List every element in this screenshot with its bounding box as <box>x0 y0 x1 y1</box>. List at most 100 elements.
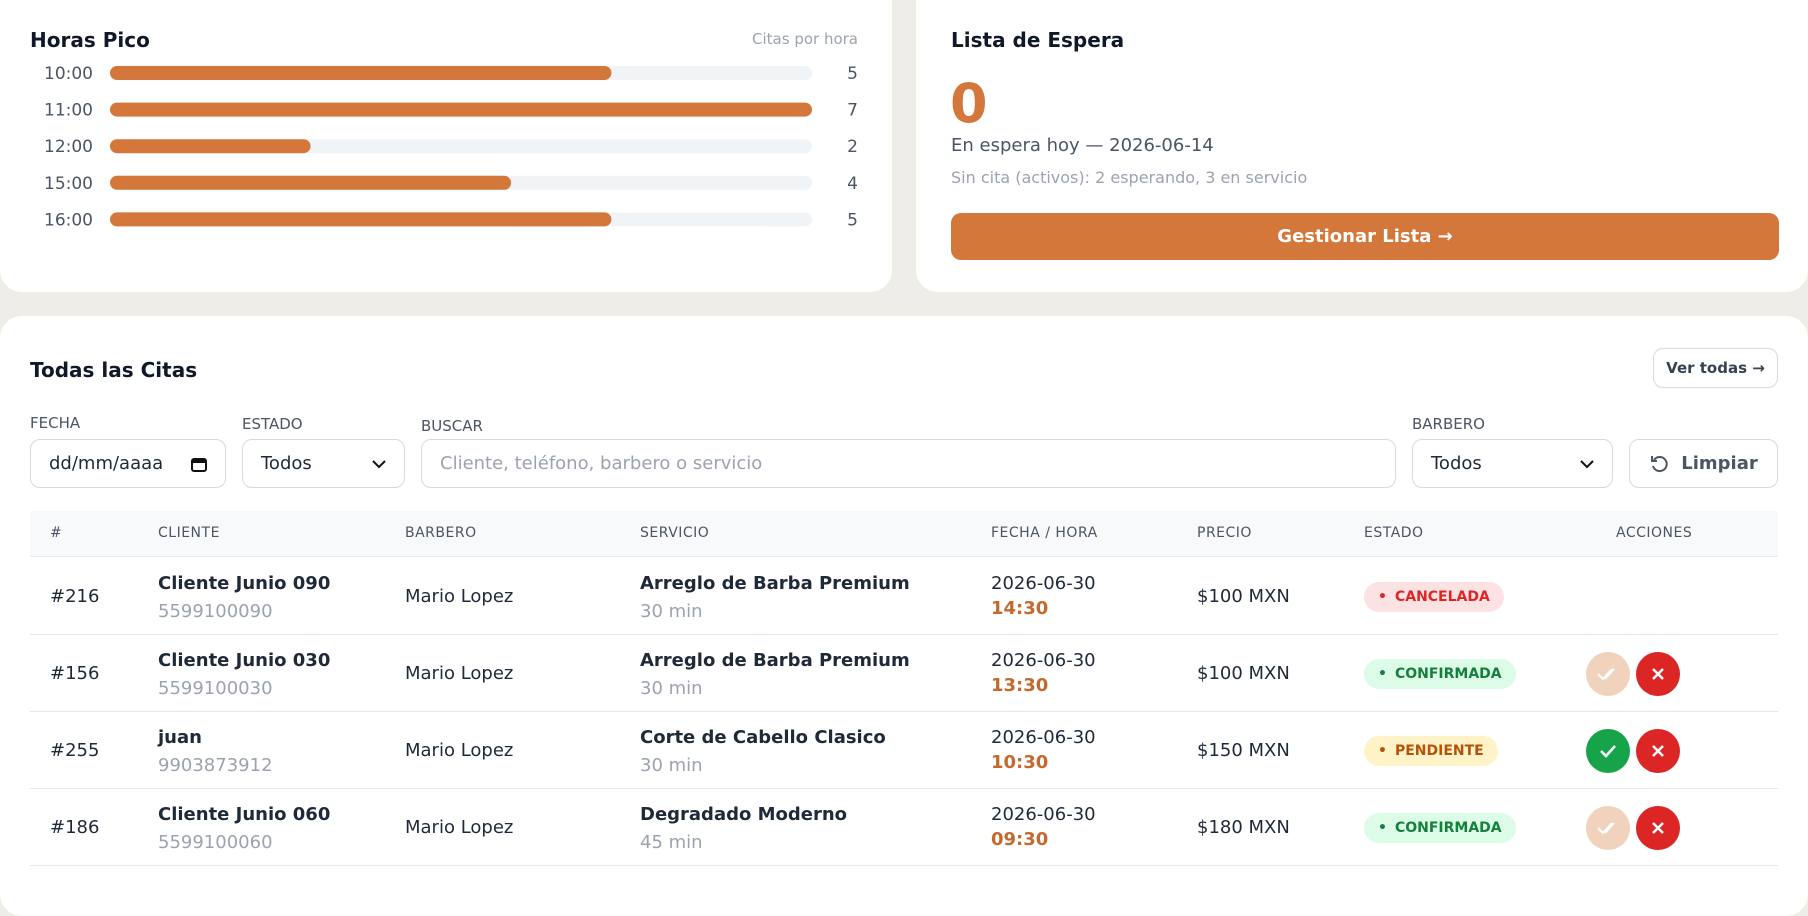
table-header <box>30 511 1778 557</box>
bar <box>110 212 612 227</box>
client-phone: 5599100060 <box>158 832 273 853</box>
table-row: #156 Cliente Junio 030 5599100030 Mario … <box>30 635 1778 712</box>
column-header: PRECIO <box>1197 525 1252 541</box>
table-row: #216 Cliente Junio 090 5599100090 Mario … <box>30 558 1778 635</box>
duration: 45 min <box>640 832 703 853</box>
check-icon <box>1597 668 1615 681</box>
column-header: BARBERO <box>405 525 477 541</box>
hour-label: 11:00 <box>44 101 93 121</box>
cancel-button[interactable] <box>1636 729 1680 773</box>
service: Arreglo de Barba Premium <box>640 650 910 671</box>
bar <box>110 175 512 190</box>
status-badge: • CONFIRMADA <box>1364 813 1516 843</box>
x-icon <box>1652 668 1664 680</box>
service: Arreglo de Barba Premium <box>640 573 910 594</box>
status-badge: • CANCELADA <box>1364 582 1504 612</box>
confirm-button[interactable] <box>1586 729 1630 773</box>
column-header: # <box>50 525 63 541</box>
barber-select[interactable]: Todos <box>1412 439 1613 488</box>
clear-label: Limpiar <box>1681 453 1758 474</box>
time: 09:30 <box>991 829 1049 850</box>
service: Degradado Moderno <box>640 804 848 825</box>
section-title: Todas las Citas <box>30 358 198 382</box>
column-header: ACCIONES <box>1616 525 1693 541</box>
filter-label: BARBERO <box>1412 415 1485 433</box>
column-header: ESTADO <box>1364 525 1424 541</box>
service: Corte de Cabello Clasico <box>640 727 886 748</box>
price: $100 MXN <box>1197 663 1290 684</box>
row-id: #216 <box>50 586 100 607</box>
duration: 30 min <box>640 678 703 699</box>
check-icon <box>1600 745 1616 758</box>
row-id: #255 <box>50 740 100 761</box>
count-label: 5 <box>847 64 858 84</box>
bar <box>110 102 812 117</box>
count-label: 2 <box>847 137 858 157</box>
duration: 30 min <box>640 755 703 776</box>
clear-button[interactable]: Limpiar <box>1629 439 1778 488</box>
view-all-button[interactable]: Ver todas → <box>1653 348 1778 388</box>
client-phone: 5599100090 <box>158 601 273 622</box>
filter-label: ESTADO <box>242 415 303 433</box>
chevron <box>1580 459 1594 468</box>
table-row: #186 Cliente Junio 060 5599100060 Mario … <box>30 789 1778 866</box>
card-subtitle: Citas por hora <box>752 30 858 48</box>
status-text: PENDIENTE <box>1394 743 1484 759</box>
barber: Mario Lopez <box>405 663 514 684</box>
time: 14:30 <box>991 598 1049 619</box>
date: 2026-06-30 <box>991 804 1096 825</box>
hour-label: 15:00 <box>44 174 93 194</box>
date-placeholder: dd/mm/aaaa <box>49 453 164 474</box>
barber: Mario Lopez <box>405 817 514 838</box>
status-text: CONFIRMADA <box>1394 820 1502 836</box>
date: 2026-06-30 <box>991 727 1096 748</box>
status-value: Todos <box>261 453 312 474</box>
hour-label: 10:00 <box>44 64 93 84</box>
complete-button[interactable] <box>1586 652 1630 696</box>
client-name: Cliente Junio 060 <box>158 804 331 825</box>
date: 2026-06-30 <box>991 650 1096 671</box>
barber-value: Todos <box>1431 453 1482 474</box>
filter-label: BUSCAR <box>421 417 483 435</box>
cancel-button[interactable] <box>1636 652 1680 696</box>
search-placeholder: Cliente, teléfono, barbero o servicio <box>440 453 763 474</box>
status-badge: • PENDIENTE <box>1364 736 1498 766</box>
table-row: #255 juan 9903873912 Mario Lopez Corte d… <box>30 712 1778 789</box>
waitlist-today: En espera hoy — 2026-06-14 <box>951 135 1214 156</box>
x-icon <box>1652 745 1664 757</box>
count-label: 4 <box>847 174 858 194</box>
client-name: Cliente Junio 030 <box>158 650 331 671</box>
time: 13:30 <box>991 675 1049 696</box>
chevron <box>372 459 386 468</box>
client-phone: 5599100030 <box>158 678 273 699</box>
waitlist-count: 0 <box>950 72 988 135</box>
price: $100 MXN <box>1197 586 1290 607</box>
status-dot: • <box>1378 820 1387 836</box>
peak-hours-card: Horas Pico Citas por hora 10:00 5 11:00 7 12… <box>0 0 892 292</box>
price: $180 MXN <box>1197 817 1290 838</box>
peak-chart: 10:00 5 11:00 7 12:00 2 15:00 4 16:00 5 <box>44 64 858 230</box>
cancel-button[interactable] <box>1636 806 1680 850</box>
row-id: #186 <box>50 817 100 838</box>
status-select[interactable]: Todos <box>242 439 405 488</box>
check-icon <box>1597 822 1615 835</box>
client-name: Cliente Junio 090 <box>158 573 331 594</box>
waitlist-active: Sin cita (activos): 2 esperando, 3 en se… <box>951 168 1308 187</box>
hour-label: 16:00 <box>44 210 93 230</box>
manage-button[interactable]: Gestionar Lista → <box>951 213 1779 260</box>
client-phone: 9903873912 <box>158 755 273 776</box>
status-text: CANCELADA <box>1394 589 1490 605</box>
status-text: CONFIRMADA <box>1394 666 1502 682</box>
complete-button[interactable] <box>1586 806 1630 850</box>
column-header: FECHA / HORA <box>991 525 1098 541</box>
bar <box>110 66 612 80</box>
search-input[interactable]: Cliente, teléfono, barbero o servicio <box>421 439 1396 488</box>
barber: Mario Lopez <box>405 740 514 761</box>
price: $150 MXN <box>1197 740 1290 761</box>
column-header: CLIENTE <box>158 525 220 541</box>
date-input[interactable]: dd/mm/aaaa <box>30 439 226 488</box>
barber: Mario Lopez <box>405 586 514 607</box>
status-dot: • <box>1378 743 1387 759</box>
row-id: #156 <box>50 663 100 684</box>
